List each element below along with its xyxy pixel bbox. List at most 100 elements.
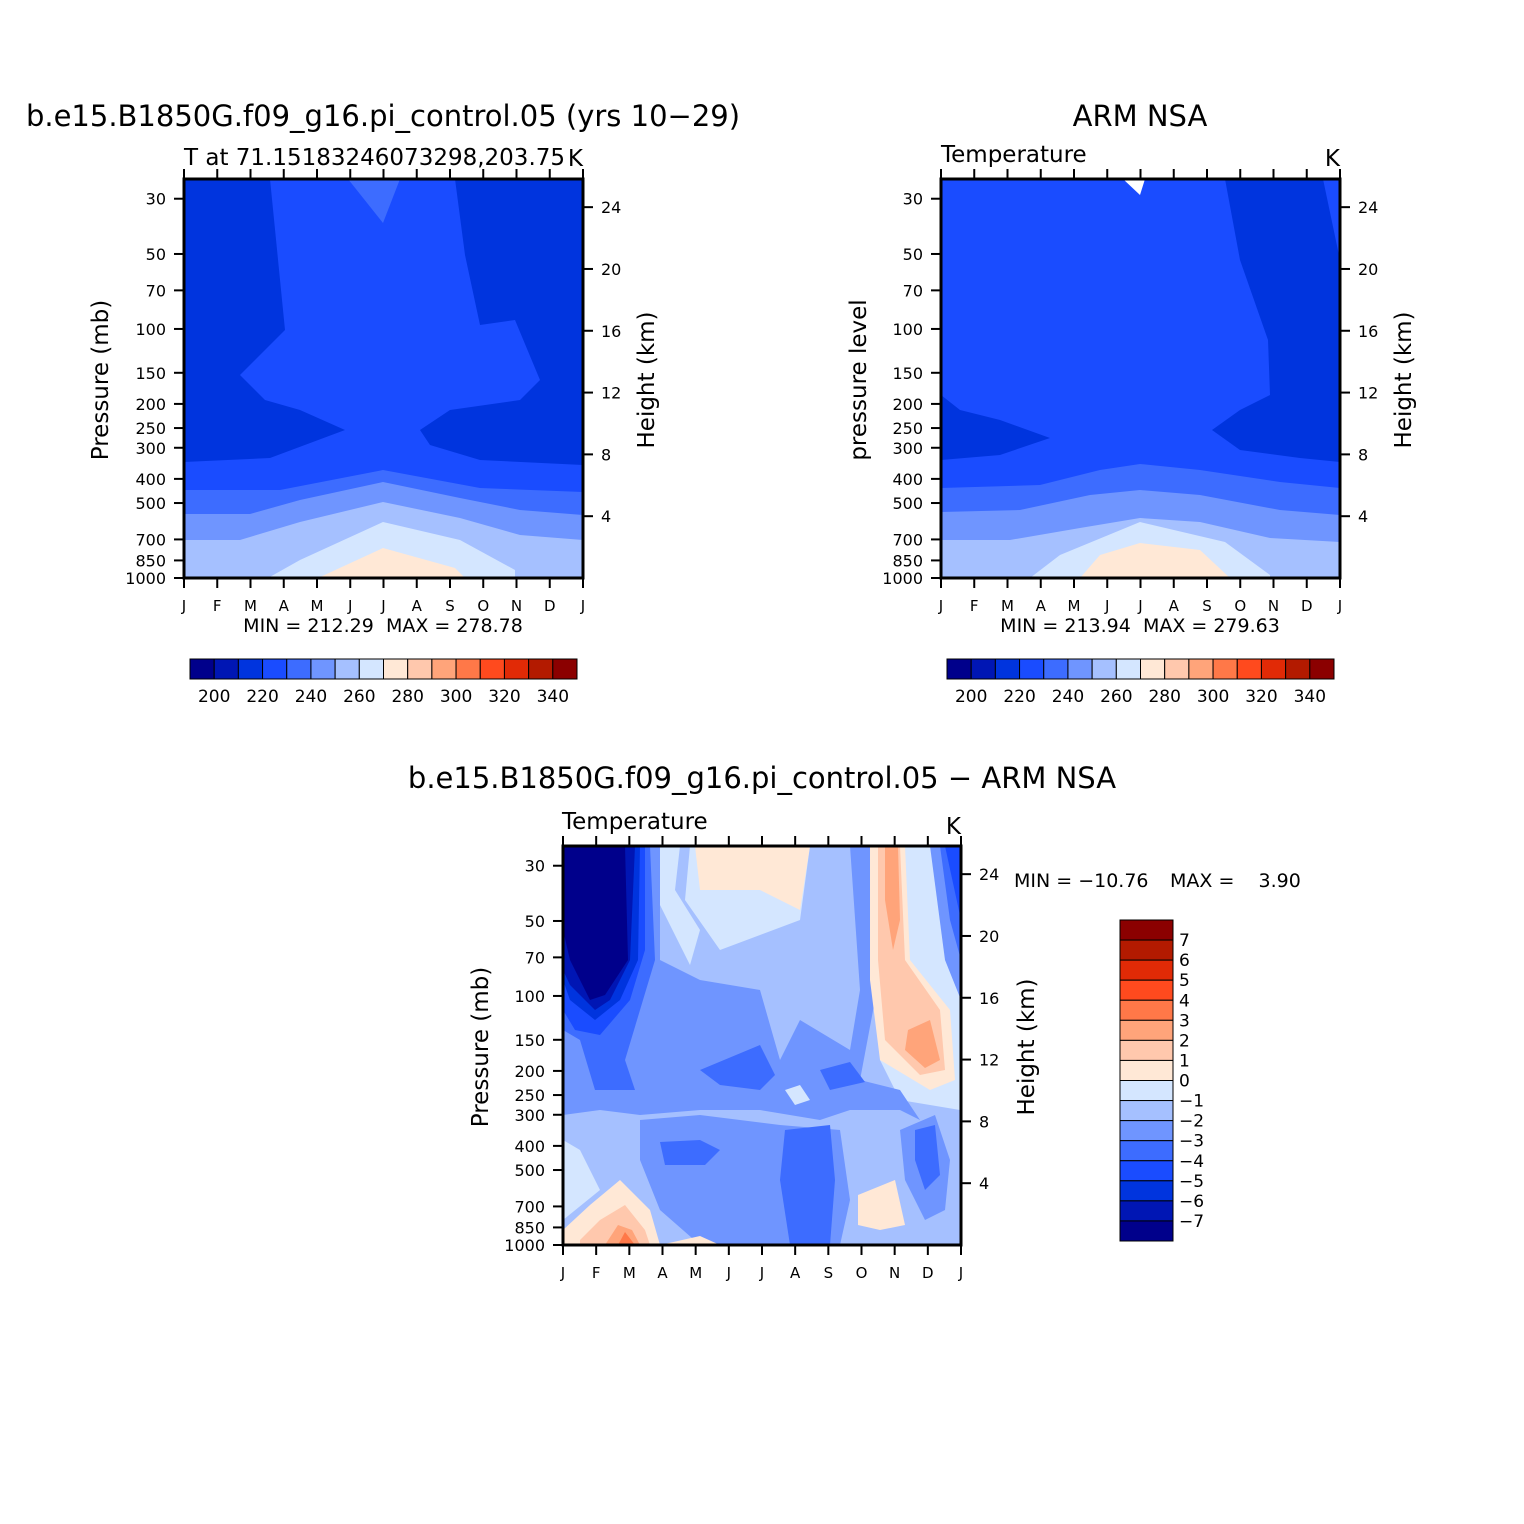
colorbar-swatch bbox=[1285, 658, 1311, 680]
pressure-tick-label: 1000 bbox=[504, 1236, 545, 1255]
colorbar-swatch bbox=[1119, 939, 1174, 961]
pressure-tick-label: 500 bbox=[135, 494, 166, 513]
height-tick-label: 4 bbox=[1358, 507, 1368, 526]
colorbar-label: −1 bbox=[1179, 1092, 1204, 1112]
colorbar-label: −3 bbox=[1179, 1132, 1204, 1152]
missing-data-notch bbox=[1123, 179, 1145, 195]
pressure-tick-label: 850 bbox=[514, 1218, 545, 1237]
colorbar-swatch bbox=[503, 658, 530, 680]
contour-band bbox=[660, 1140, 720, 1165]
x-tick-label: J bbox=[759, 1264, 764, 1282]
pressure-tick-label: 850 bbox=[135, 551, 166, 570]
panel-diff-subtitle: Temperature bbox=[561, 809, 708, 835]
x-tick-label: N bbox=[889, 1264, 900, 1282]
colorbar-swatch bbox=[383, 658, 409, 680]
pressure-tick-label: 70 bbox=[146, 281, 166, 300]
panel-obs-units: K bbox=[1325, 146, 1341, 172]
colorbar-swatch bbox=[1119, 1100, 1174, 1122]
height-tick-label: 24 bbox=[1358, 198, 1378, 217]
height-tick-label: 12 bbox=[601, 384, 621, 403]
pressure-tick-label: 50 bbox=[525, 912, 545, 931]
colorbar-swatch bbox=[1140, 658, 1166, 680]
panel-diff-ylabel-right: Height (km) bbox=[1014, 978, 1040, 1115]
colorbar-swatch bbox=[1119, 1200, 1174, 1222]
pressure-tick-label: 300 bbox=[892, 439, 923, 458]
height-tick-label: 20 bbox=[979, 927, 999, 946]
pressure-tick-label: 300 bbox=[514, 1106, 545, 1125]
height-tick-label: 16 bbox=[601, 322, 621, 341]
colorbar-label: 5 bbox=[1179, 971, 1190, 991]
contour-band bbox=[858, 1180, 905, 1230]
colorbar-label: −7 bbox=[1179, 1212, 1204, 1232]
x-tick-label: F bbox=[213, 597, 222, 615]
x-tick-label: S bbox=[1202, 597, 1212, 615]
pressure-tick-label: 700 bbox=[892, 530, 923, 549]
colorbar-label: 7 bbox=[1179, 931, 1190, 951]
colorbar-swatch bbox=[1119, 919, 1174, 941]
x-tick-label: J bbox=[938, 597, 943, 615]
pressure-tick-label: 500 bbox=[514, 1161, 545, 1180]
pressure-tick-label: 250 bbox=[514, 1086, 545, 1105]
panel-diff-field bbox=[563, 846, 961, 1245]
pressure-tick-label: 200 bbox=[892, 395, 923, 414]
colorbar-label: 340 bbox=[1294, 687, 1326, 707]
pressure-tick-label: 300 bbox=[135, 439, 166, 458]
x-tick-label: N bbox=[1268, 597, 1279, 615]
contour-band bbox=[184, 179, 583, 578]
x-tick-label: N bbox=[511, 597, 522, 615]
height-tick-label: 8 bbox=[601, 445, 611, 464]
colorbar-label: 200 bbox=[955, 687, 987, 707]
contour-band bbox=[820, 1062, 865, 1090]
colorbar-label: 0 bbox=[1179, 1072, 1190, 1092]
x-tick-label: J bbox=[1337, 597, 1342, 615]
colorbar-swatch bbox=[1212, 658, 1238, 680]
colorbar-label: 260 bbox=[343, 687, 375, 707]
colorbar-label: 280 bbox=[1148, 687, 1180, 707]
colorbar-swatch bbox=[552, 658, 578, 680]
height-tick-label: 8 bbox=[1358, 445, 1368, 464]
contour-band bbox=[945, 846, 961, 920]
colorbar-label: 320 bbox=[488, 687, 520, 707]
x-tick-label: M bbox=[689, 1264, 702, 1282]
colorbar-swatch bbox=[1119, 1180, 1174, 1202]
x-tick-label: D bbox=[1301, 597, 1313, 615]
colorbar-swatch bbox=[334, 658, 360, 680]
height-tick-label: 20 bbox=[1358, 260, 1378, 279]
panel-obs-ylabel-right: Height (km) bbox=[1391, 311, 1417, 448]
panel-diff-stats-max: MAX = 3.90 bbox=[1170, 870, 1301, 892]
x-tick-label: O bbox=[1234, 597, 1246, 615]
pressure-tick-label: 30 bbox=[903, 190, 923, 209]
colorbar-swatch bbox=[1164, 658, 1190, 680]
panel-diff-units: K bbox=[946, 814, 962, 840]
contour-band bbox=[885, 846, 900, 950]
panel-model-height-axis: 4 8 12 16 20 24 bbox=[583, 198, 621, 526]
pressure-tick-label: 30 bbox=[146, 190, 166, 209]
colorbar-swatch bbox=[1119, 1019, 1174, 1041]
panel-model-ylabel: Pressure (mb) bbox=[88, 300, 114, 460]
colorbar-label: −5 bbox=[1179, 1172, 1204, 1192]
colorbar-swatch bbox=[1019, 658, 1045, 680]
contour-band bbox=[563, 846, 628, 1000]
colorbar-label: 2 bbox=[1179, 1031, 1190, 1051]
pressure-tick-label: 400 bbox=[514, 1137, 545, 1156]
x-tick-label: M bbox=[623, 1264, 636, 1282]
contour-band bbox=[700, 1045, 775, 1090]
panel-obs: ARM NSA Temperature K J F M A M J J A S O N D J 30 50… bbox=[846, 99, 1417, 707]
pressure-tick-label: 200 bbox=[135, 395, 166, 414]
colorbar-swatch bbox=[1119, 1140, 1174, 1162]
colorbar-swatch bbox=[407, 658, 433, 680]
height-tick-label: 8 bbox=[979, 1112, 989, 1131]
colorbar-swatch bbox=[358, 658, 384, 680]
colorbar-label: 260 bbox=[1100, 687, 1132, 707]
panel-diff-title: b.e15.B1850G.f09_g16.pi_control.05 − ARM… bbox=[408, 761, 1116, 795]
contour-band bbox=[650, 846, 700, 965]
contour-band bbox=[1323, 179, 1340, 260]
contour-band bbox=[695, 846, 810, 910]
colorbar-swatch bbox=[1119, 1039, 1174, 1061]
height-tick-label: 16 bbox=[979, 989, 999, 1008]
panel-model-title: b.e15.B1850G.f09_g16.pi_control.05 (yrs … bbox=[26, 99, 740, 133]
panel-diff-stats-min: MIN = −10.76 bbox=[1014, 870, 1149, 892]
